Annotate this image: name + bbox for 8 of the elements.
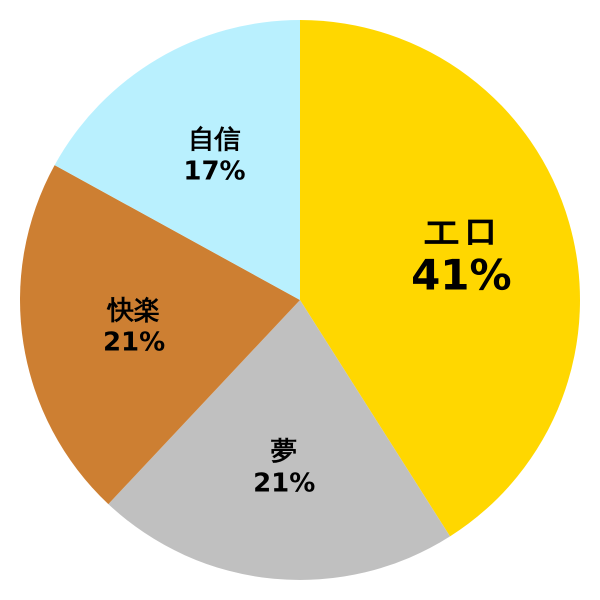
data-label: 17% xyxy=(183,156,246,186)
data-label: 41% xyxy=(411,250,512,300)
slice-label: 自信 xyxy=(188,124,240,154)
data-label: 21% xyxy=(253,468,316,498)
data-label: 21% xyxy=(102,327,166,358)
slice-label: エロ xyxy=(422,209,500,254)
slice-label: 快楽 xyxy=(106,295,160,326)
slice-label: 夢 xyxy=(271,436,298,466)
